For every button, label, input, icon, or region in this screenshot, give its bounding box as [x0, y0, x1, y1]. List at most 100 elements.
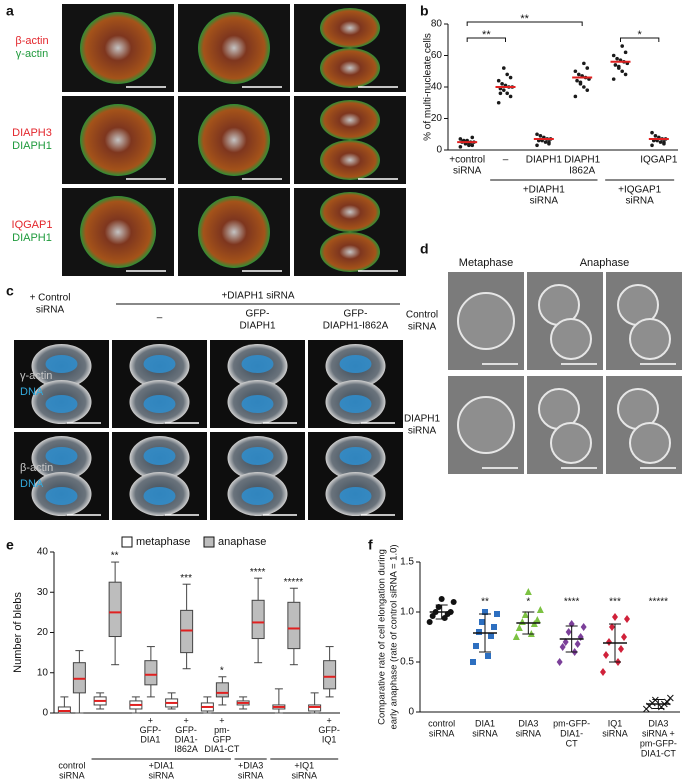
row-label: DIAPH1: [404, 414, 441, 425]
data-point: [533, 616, 541, 623]
significance-label: ****: [564, 597, 580, 608]
group-label: siRNA: [148, 770, 174, 780]
dna: [143, 447, 176, 465]
data-point: [535, 132, 539, 137]
x-tick-label: DIA1-: [560, 728, 583, 738]
dna: [45, 447, 78, 465]
data-point: [556, 658, 563, 666]
row-label: DIAPH1: [12, 140, 52, 152]
x-tick-label: IQGAP1: [640, 155, 678, 166]
cell: [198, 196, 270, 268]
group-label: +DIAPH1: [523, 185, 565, 196]
y-axis-label: Comparative rate of cell elongation duri…: [377, 549, 388, 725]
x-tick-label: DIA1-: [175, 734, 198, 744]
data-point: [498, 91, 503, 96]
x-tick-label: DIA1: [140, 734, 160, 744]
data-point: [450, 599, 457, 605]
x-tick-label: siRNA +: [642, 728, 675, 738]
data-point: [611, 77, 616, 81]
error-bar: [609, 623, 621, 663]
data-point: [502, 88, 506, 92]
x-tick-label: siRNA: [453, 166, 482, 177]
column-header: siRNA: [36, 305, 65, 316]
data-point: [565, 628, 572, 636]
data-point: [458, 137, 463, 141]
y-tick-label: 40: [37, 547, 49, 558]
row-label: β-actin: [15, 35, 48, 47]
significance-label: **: [481, 597, 489, 608]
x-tick-label: GFP-: [318, 725, 340, 735]
box: [251, 599, 265, 640]
x-tick-label: +: [219, 715, 224, 725]
x-tick-label: GFP-: [140, 725, 162, 735]
axis-frame: [419, 562, 680, 713]
cell: [457, 292, 515, 350]
x-tick-label: pm-GFP-: [640, 738, 677, 748]
data-point: [562, 638, 569, 646]
error-bar: [565, 625, 578, 653]
cell: [80, 196, 156, 268]
data-point: [508, 75, 513, 80]
group-label: siRNA: [291, 770, 317, 780]
data-point: [470, 659, 476, 665]
group-label: +DIA3: [238, 760, 263, 770]
error-bar: [652, 699, 665, 709]
significance-label: ***: [609, 597, 621, 608]
dna: [339, 447, 372, 465]
column-header: DIAPH1: [239, 321, 276, 332]
significance-label: *: [638, 29, 643, 41]
group-label: siRNA: [59, 770, 85, 780]
x-tick-label: siRNA: [516, 728, 542, 738]
x-tick-label: pm-: [214, 725, 230, 735]
row-label: DIAPH3: [12, 127, 52, 139]
significance-label: *****: [649, 597, 669, 608]
data-point: [426, 619, 433, 625]
data-point: [603, 651, 609, 659]
significance-label: **: [520, 13, 529, 25]
dna: [241, 355, 274, 373]
y-axis-label: early anaphase (rate of control siRNA = …: [389, 544, 400, 729]
column-header: GFP-: [344, 309, 368, 320]
panel-letter: c: [6, 283, 14, 299]
y-tick-label: 20: [37, 627, 49, 638]
y-tick-label: 80: [431, 19, 443, 30]
panel-letter: b: [420, 3, 429, 19]
data-point: [609, 623, 615, 631]
data-point: [482, 609, 488, 615]
cell: [80, 104, 156, 176]
significance-label: **: [482, 29, 491, 41]
group-header: +DIAPH1 siRNA: [221, 291, 294, 302]
x-tick-label: +: [183, 715, 188, 725]
data-point: [500, 82, 504, 86]
box: [323, 660, 337, 690]
group-label: siRNA: [530, 196, 559, 207]
data-point: [538, 134, 543, 138]
y-tick-label: 0: [42, 708, 48, 719]
data-point: [502, 66, 506, 70]
x-tick-label: I862A: [174, 744, 198, 754]
data-point: [485, 653, 491, 659]
y-axis-label: Number of blebs: [12, 592, 24, 673]
data-point: [512, 633, 520, 640]
group-label: siRNA: [625, 196, 654, 207]
row-label: β-actin: [20, 462, 53, 474]
cell: [198, 104, 270, 176]
data-point: [600, 668, 606, 676]
significance-label: *: [526, 597, 530, 608]
data-point: [618, 645, 624, 653]
data-point: [650, 130, 654, 135]
cell: [320, 232, 380, 272]
x-tick-label: IQ1: [322, 734, 337, 744]
box: [57, 706, 71, 714]
error-bar: [479, 613, 491, 653]
y-tick-label: 1.5: [400, 557, 414, 568]
data-point: [535, 143, 539, 148]
x-tick-label: control: [428, 718, 455, 728]
data-point: [615, 56, 619, 61]
y-tick-label: 10: [37, 667, 49, 678]
y-tick-label: 1.0: [400, 607, 414, 618]
cell: [320, 8, 380, 48]
data-point: [606, 638, 612, 646]
row-label: DNA: [20, 478, 44, 490]
